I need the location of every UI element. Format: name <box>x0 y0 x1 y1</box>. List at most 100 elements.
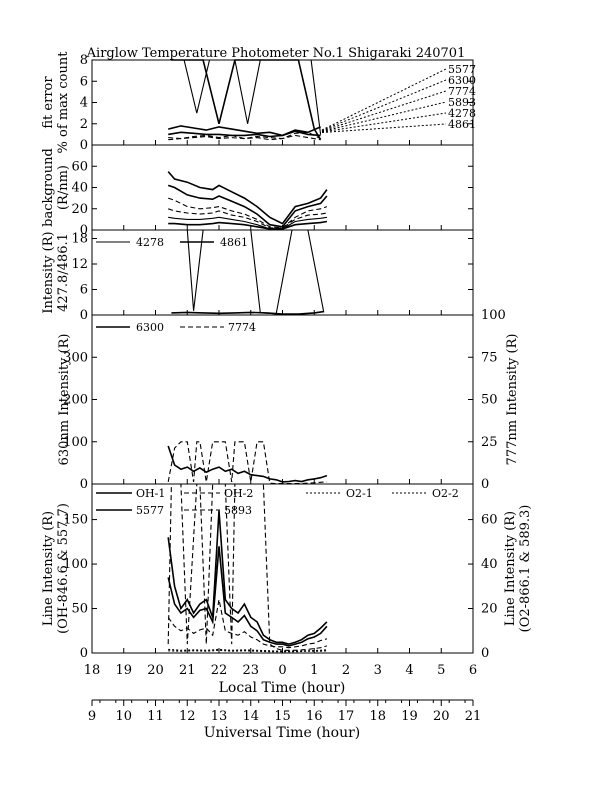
series-6300 <box>167 184 328 228</box>
legend-7774: 7774 <box>448 85 476 98</box>
x-tick-label-local: 22 <box>211 663 228 678</box>
series-7774 <box>167 441 327 485</box>
legend-5577: 5577 <box>136 504 164 517</box>
series-5577 <box>167 546 328 647</box>
series-6300 <box>168 130 321 138</box>
x-tick-label-ut: 15 <box>274 709 291 724</box>
y-tick-label: 0 <box>80 138 88 153</box>
y-axis-label: Intensity (R) <box>41 231 56 313</box>
y-tick-label: 50 <box>71 602 88 617</box>
x-tick-label-ut: 17 <box>338 709 355 724</box>
x-tick-label-ut: 20 <box>433 709 450 724</box>
panel-background: 0 20 40 60 background (R/nm) <box>41 144 474 238</box>
series-7774 <box>168 197 328 229</box>
x-axis-local-time: 18 19 20 21 22 23 0 1 2 3 4 5 6 <box>84 663 477 678</box>
x-tick-label-local: 5 <box>437 663 445 678</box>
series-OH-2 <box>167 599 328 649</box>
y-tick-label: 4 <box>80 96 88 111</box>
y-tick-label: 0 <box>80 646 88 661</box>
series-4278 <box>171 229 325 315</box>
x-tick-label-local: 0 <box>278 663 286 678</box>
y-axis-label-right: (O2-866.1 & 589.3) <box>518 505 533 633</box>
series-6300 <box>167 445 328 483</box>
legend-6300: 6300 <box>448 74 476 87</box>
x-tick-label-local: 20 <box>147 663 164 678</box>
y-tick-label: 2 <box>80 117 88 132</box>
legend-OH-2: OH-2 <box>224 487 253 500</box>
legend-leader <box>321 79 447 131</box>
series-4861 <box>168 220 328 230</box>
series-4861 <box>171 310 324 315</box>
x-tick-label-local: 23 <box>242 663 259 678</box>
x-tick-label-ut: 13 <box>211 709 228 724</box>
y-axis-label: 630nm Intensity (R) <box>57 334 72 466</box>
y-right-tick-label: 50 <box>481 393 498 408</box>
x-axis-universal-time: 9 10 11 12 13 14 15 16 17 18 19 20 21 <box>88 699 482 724</box>
y-tick-label: 40 <box>71 181 88 196</box>
legend-leader <box>321 68 447 131</box>
y-tick-label: 12 <box>71 257 88 272</box>
legend-O2-1: O2-1 <box>346 487 373 500</box>
legend-5893: 5893 <box>448 96 476 109</box>
series-5893 <box>167 483 328 651</box>
y-right-tick-label: 75 <box>481 350 498 365</box>
x-tick-label-local: 3 <box>374 663 382 678</box>
panel-fit-error: 0 2 4 6 8 fit error% of max count 557763007774… <box>41 51 476 154</box>
y-axis-label: % of max count <box>56 51 71 154</box>
y-tick-label: 60 <box>71 159 88 174</box>
legend-leader <box>321 101 447 132</box>
legend-4861: 4861 <box>448 118 476 131</box>
y-tick-label: 8 <box>80 53 88 68</box>
legend-5577: 5577 <box>448 63 476 76</box>
y-tick-label: 150 <box>63 513 88 528</box>
panel-frame <box>91 144 474 231</box>
y-tick-label: 200 <box>63 393 88 408</box>
panel-intensity-blue: 0 6 12 18 Intensity (R) 427.8/486.1 4278 4861 <box>41 229 474 323</box>
x-tick-label-ut: 18 <box>369 709 386 724</box>
y-tick-label: 0 <box>80 308 88 323</box>
series-5577 <box>167 171 328 225</box>
panel-frame <box>91 59 474 146</box>
y-axis-label-right: Line Intensity (R) <box>503 511 518 626</box>
y-right-tick-label: 40 <box>481 557 498 572</box>
y-right-tick-label: 0 <box>481 477 489 492</box>
legend-4278: 4278 <box>448 107 476 120</box>
legend-6300: 6300 <box>136 321 164 334</box>
x-tick-label-ut: 14 <box>242 709 259 724</box>
y-right-tick-label: 100 <box>481 308 506 323</box>
x-axis-label-ut: Universal Time (hour) <box>204 725 361 741</box>
y-axis-label-right: 777nm Intensity (R) <box>505 334 520 466</box>
legend-4278: 4278 <box>136 236 164 249</box>
x-tick-label-ut: 21 <box>465 709 482 724</box>
x-tick-label-local: 6 <box>469 663 477 678</box>
series-OH-1 <box>167 510 328 645</box>
y-right-tick-label: 60 <box>481 513 498 528</box>
legend-5893: 5893 <box>224 504 252 517</box>
legend-leader <box>321 123 447 133</box>
series-4861 <box>171 59 322 141</box>
legend-O2-2: O2-2 <box>432 487 459 500</box>
legend-leader <box>321 90 447 132</box>
x-tick-label-local: 4 <box>405 663 413 678</box>
x-tick-label-local: 19 <box>115 663 132 678</box>
y-tick-label: 300 <box>63 350 88 365</box>
series-4278 <box>171 59 322 135</box>
x-tick-label-ut: 9 <box>88 709 96 724</box>
y-axis-label: background <box>41 148 56 227</box>
y-axis-label: 427.8/486.1 <box>56 233 71 312</box>
legend-leader <box>321 112 447 133</box>
y-right-tick-label: 0 <box>481 646 489 661</box>
y-axis-label: (OH-846.6 & 557.7) <box>56 503 71 634</box>
series-5893 <box>168 134 321 141</box>
series-5577 <box>168 125 321 137</box>
x-tick-label-ut: 16 <box>306 709 323 724</box>
y-tick-label: 0 <box>80 223 88 238</box>
y-tick-label: 18 <box>71 232 88 247</box>
x-axis-label-local: Local Time (hour) <box>219 680 346 696</box>
series-7774 <box>168 131 321 141</box>
series-4278 <box>168 216 327 230</box>
panel-frame <box>91 314 474 485</box>
